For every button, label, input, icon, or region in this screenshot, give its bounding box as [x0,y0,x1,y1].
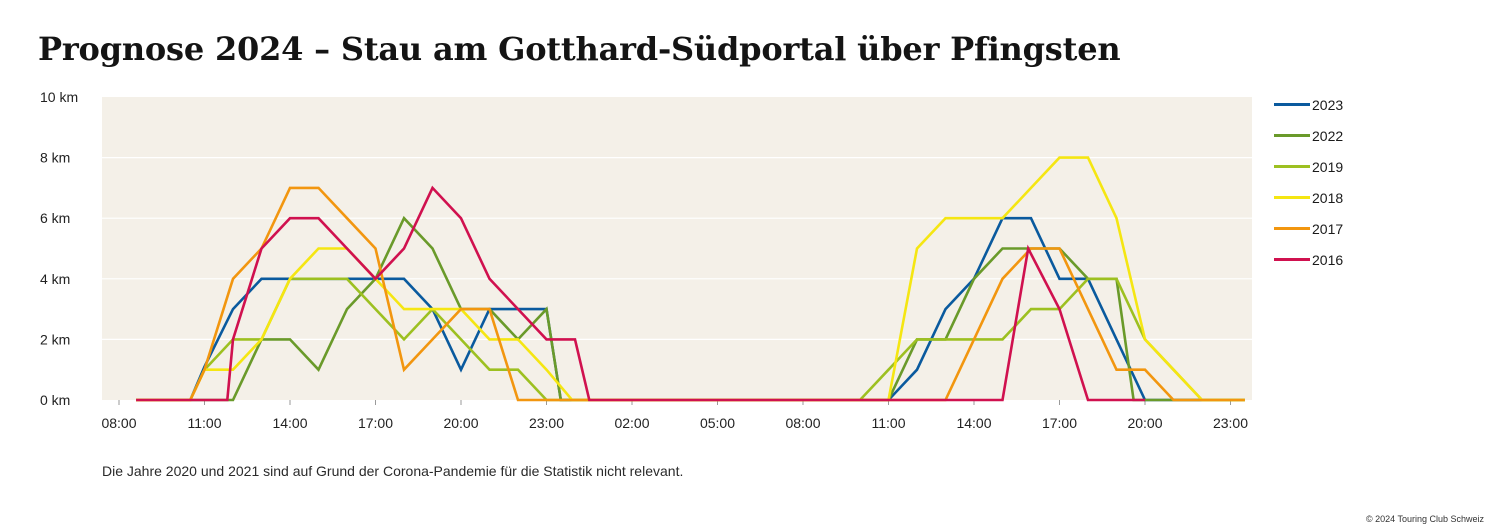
legend: 2023 2022 2019 2018 2017 2016 [1274,89,1343,275]
series-lines [136,156,1245,402]
plot-area [102,97,1252,400]
x-axis: 08:00 11:00 14:00 17:00 20:00 23:00 02:00 05:00… [101,400,1248,431]
x-tick-label: 14:00 [956,415,991,431]
x-tick-label: 14:00 [272,415,307,431]
legend-label: 2022 [1312,127,1344,144]
copyright-notice: © 2024 Touring Club Schweiz [1365,514,1484,524]
y-tick-label: 6 km [40,210,70,226]
legend-item-2017: 2017 [1274,213,1343,244]
y-tick-label: 10 km [40,89,78,105]
y-tick-label: 8 km [40,150,70,166]
legend-item-2018: 2018 [1274,182,1343,213]
legend-swatch [1274,258,1310,261]
chart-title: Prognose 2024 – Stau am Gotthard-Südport… [38,30,1121,68]
x-tick-label: 20:00 [1127,415,1162,431]
legend-label: 2023 [1312,96,1344,113]
x-tick-label: 08:00 [785,415,820,431]
legend-item-2016: 2016 [1274,244,1343,275]
y-tick-label: 0 km [40,392,70,408]
x-tick-label: 23:00 [1213,415,1248,431]
legend-swatch [1274,196,1310,199]
legend-item-2022: 2022 [1274,120,1343,151]
legend-swatch [1274,103,1310,106]
legend-label: 2016 [1312,251,1344,268]
series-line-2016 [136,185,1145,402]
legend-item-2019: 2019 [1274,151,1343,182]
legend-item-2023: 2023 [1274,89,1343,120]
x-tick-label: 11:00 [872,415,906,431]
y-axis: 0 km 2 km 4 km 6 km 8 km 10 km [40,89,78,408]
footnote: Die Jahre 2020 und 2021 sind auf Grund d… [102,463,684,479]
x-tick-label: 11:00 [188,415,222,431]
x-tick-label: 08:00 [101,415,136,431]
legend-swatch [1274,134,1310,137]
y-tick-label: 2 km [40,331,70,347]
legend-label: 2018 [1312,189,1344,206]
x-tick-label: 05:00 [700,415,735,431]
legend-label: 2019 [1312,158,1344,175]
y-tick-label: 4 km [40,271,70,287]
x-tick-label: 17:00 [1042,415,1077,431]
x-tick-label: 23:00 [529,415,564,431]
x-tick-label: 17:00 [358,415,393,431]
legend-swatch [1274,165,1310,168]
x-tick-label: 02:00 [614,415,649,431]
series-line-2018 [136,156,1245,402]
legend-swatch [1274,227,1310,230]
x-tick-label: 20:00 [443,415,478,431]
legend-label: 2017 [1312,220,1344,237]
